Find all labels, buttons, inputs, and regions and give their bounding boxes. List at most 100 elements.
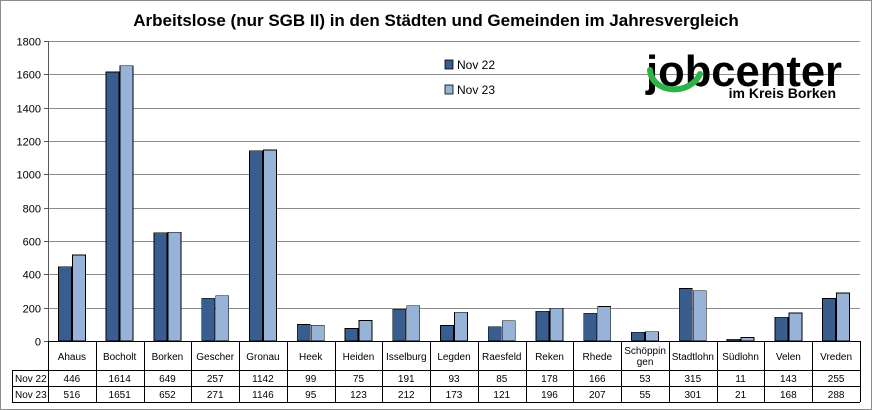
y-tick-label: 0 bbox=[35, 337, 41, 349]
category-label: Stadtlohn bbox=[672, 352, 714, 363]
table-series-label: Nov 22 bbox=[15, 374, 47, 385]
category-label: Reken bbox=[535, 352, 564, 363]
bar-nov22-16 bbox=[822, 298, 837, 342]
legend-label-nov22: Nov 22 bbox=[457, 58, 495, 72]
bar-nov22-1 bbox=[105, 71, 120, 342]
bar-nov23-4 bbox=[263, 149, 277, 342]
bar-nov22-7 bbox=[392, 308, 407, 342]
table-value: 1614 bbox=[109, 374, 132, 385]
y-tick-label: 1400 bbox=[17, 104, 41, 116]
legend-swatch-nov23 bbox=[444, 84, 454, 95]
y-tick-label: 600 bbox=[23, 237, 41, 249]
legend-swatch-nov22 bbox=[444, 59, 454, 70]
table-value: 271 bbox=[207, 390, 224, 401]
table-value: 166 bbox=[589, 374, 606, 385]
category-label: Schöppin gen bbox=[624, 346, 666, 368]
data-table: Nov 22 Nov 23 Ahaus 446 516 Bocholt 1614 1651 Bo… bbox=[12, 341, 861, 403]
y-tick-label: 1800 bbox=[17, 37, 41, 49]
table-value: 168 bbox=[780, 390, 797, 401]
legend: Nov 22 Nov 23 bbox=[444, 58, 495, 97]
bar-nov23-11 bbox=[597, 306, 612, 342]
table-value: 178 bbox=[541, 374, 558, 385]
table-value: 55 bbox=[639, 390, 651, 401]
table-value: 11 bbox=[735, 374, 746, 385]
table-series-label: Nov 23 bbox=[15, 390, 47, 401]
bar-nov23-0 bbox=[71, 254, 86, 342]
legend-label-nov23: Nov 23 bbox=[457, 83, 495, 97]
table-value: 1651 bbox=[109, 390, 132, 401]
y-axis-ticks: 0 200 400 600 800 1000 1200 1400 1600 1800 bbox=[17, 37, 48, 349]
table-value: 93 bbox=[448, 374, 460, 385]
bar-nov23-8 bbox=[454, 311, 468, 342]
category-label: Rhede bbox=[583, 352, 613, 363]
table-value: 85 bbox=[496, 374, 508, 385]
category-label: Gescher bbox=[196, 352, 234, 363]
category-label: Südlohn bbox=[722, 352, 759, 363]
table-value: 315 bbox=[684, 374, 701, 385]
bar-nov22-10 bbox=[535, 310, 550, 342]
table-value: 95 bbox=[305, 390, 317, 401]
y-tick-label: 800 bbox=[23, 204, 41, 216]
table-value: 255 bbox=[828, 374, 845, 385]
y-tick-label: 1000 bbox=[17, 170, 41, 182]
category-label: Vreden bbox=[820, 352, 852, 363]
table-value: 516 bbox=[64, 390, 81, 401]
bar-nov23-2 bbox=[167, 231, 182, 342]
bar-nov23-6 bbox=[358, 320, 373, 342]
bar-nov23-3 bbox=[215, 295, 230, 342]
table-value: 123 bbox=[350, 390, 367, 401]
bar-nov22-6 bbox=[344, 328, 359, 342]
table-value: 121 bbox=[493, 390, 510, 401]
category-label: Bocholt bbox=[103, 352, 137, 363]
table-value: 649 bbox=[159, 374, 176, 385]
bar-nov23-9 bbox=[501, 320, 516, 342]
y-tick-label: 200 bbox=[23, 304, 41, 316]
table-value: 99 bbox=[305, 374, 317, 385]
category-label: Heek bbox=[299, 352, 323, 363]
chart-title: Arbeitslose (nur SGB II) in den Städten … bbox=[133, 11, 739, 30]
bar-nov23-1 bbox=[119, 65, 134, 342]
bar-nov22-8 bbox=[440, 325, 454, 342]
table-value: 191 bbox=[398, 374, 415, 385]
bar-nov22-0 bbox=[57, 266, 72, 342]
category-label: Legden bbox=[437, 352, 470, 363]
bar-nov22-13 bbox=[678, 288, 693, 342]
bar-nov22-15 bbox=[774, 316, 789, 342]
bar-nov23-10 bbox=[549, 307, 564, 342]
category-label: Velen bbox=[776, 352, 801, 363]
category-label: Ahaus bbox=[58, 352, 86, 363]
bar-nov23-5 bbox=[310, 324, 325, 342]
bar-nov22-4 bbox=[249, 150, 263, 342]
y-tick-label: 1200 bbox=[17, 137, 41, 149]
bar-nov22-11 bbox=[583, 312, 598, 342]
category-label: Gronau bbox=[246, 352, 279, 363]
bar-nov22-2 bbox=[153, 232, 168, 342]
table-value: 1142 bbox=[252, 374, 274, 385]
table-value: 1146 bbox=[252, 390, 274, 401]
bars bbox=[57, 65, 851, 342]
y-tick-label: 1600 bbox=[17, 70, 41, 82]
bar-nov23-12 bbox=[645, 331, 659, 342]
jobcenter-logo: jobcenter im Kreis Borken bbox=[645, 47, 842, 101]
bar-nov22-3 bbox=[201, 297, 216, 342]
bar-nov23-16 bbox=[836, 292, 851, 342]
bar-nov22-9 bbox=[487, 326, 502, 342]
category-label: Raesfeld bbox=[482, 352, 521, 363]
bar-nov23-7 bbox=[406, 305, 421, 342]
category-label: Isselburg bbox=[386, 352, 427, 363]
category-label: Borken bbox=[152, 352, 184, 363]
category-label: Heiden bbox=[343, 352, 375, 363]
logo-subtitle: im Kreis Borken bbox=[729, 85, 836, 101]
table-value: 143 bbox=[780, 374, 797, 385]
table-value: 173 bbox=[446, 390, 463, 401]
table-value: 196 bbox=[541, 390, 558, 401]
table-value: 21 bbox=[735, 390, 747, 401]
bar-nov22-5 bbox=[296, 324, 311, 342]
grid-lines bbox=[48, 41, 860, 309]
y-tick-label: 400 bbox=[23, 270, 41, 282]
table-value: 446 bbox=[64, 374, 81, 385]
table-value: 288 bbox=[828, 390, 845, 401]
table-value: 301 bbox=[684, 390, 701, 401]
bar-nov23-14 bbox=[740, 337, 755, 342]
